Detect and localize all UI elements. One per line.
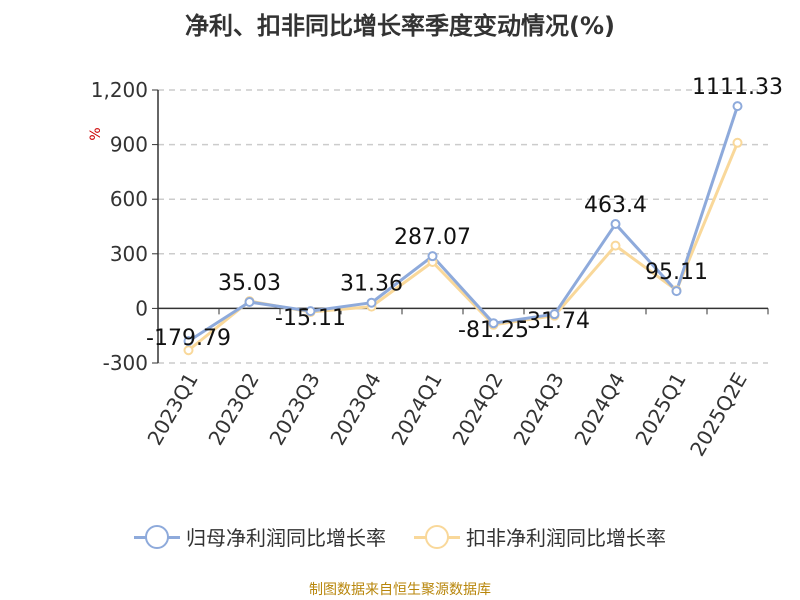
chart-title: 净利、扣非同比增长率季度变动情况(%) bbox=[185, 12, 615, 40]
legend-marker-deducted-profit bbox=[414, 524, 460, 550]
source-footer: 制图数据来自恒生聚源数据库 bbox=[309, 582, 491, 598]
legend-label-net-profit: 归母净利润同比增长率 bbox=[186, 526, 386, 550]
data-label: -15.11 bbox=[275, 306, 346, 331]
data-point-net-profit bbox=[488, 318, 499, 329]
x-tick-label: 2024Q1 bbox=[386, 369, 446, 450]
y-axis-unit: % bbox=[88, 127, 104, 140]
x-tick-label: 2023Q1 bbox=[142, 369, 202, 450]
data-label: -31.74 bbox=[519, 309, 590, 334]
y-tick-label: 900 bbox=[110, 133, 148, 157]
legend-item-net-profit[interactable]: 归母净利润同比增长率 bbox=[134, 522, 386, 551]
data-point-net-profit bbox=[183, 336, 194, 347]
data-point-net-profit bbox=[305, 306, 316, 317]
x-tick-label: 2024Q2 bbox=[447, 369, 507, 450]
x-tick-label: 2023Q3 bbox=[264, 369, 324, 450]
data-label: 35.03 bbox=[218, 271, 281, 296]
x-tick-label: 2023Q4 bbox=[325, 369, 385, 450]
data-label: 463.4 bbox=[584, 193, 647, 218]
x-tick-label: 2024Q3 bbox=[508, 369, 568, 450]
data-label: -179.79 bbox=[146, 326, 231, 351]
x-tick-label: 2023Q2 bbox=[203, 369, 263, 450]
data-point-net-profit bbox=[549, 309, 560, 320]
x-tick-label: 2025Q1 bbox=[630, 369, 690, 450]
x-tick-label: 2025Q2E bbox=[685, 369, 752, 461]
y-tick-label: 300 bbox=[110, 242, 148, 266]
data-point-net-profit bbox=[427, 251, 438, 262]
data-point-net-profit bbox=[366, 297, 377, 308]
data-point-deducted-profit bbox=[732, 137, 743, 148]
y-tick-label: 1,200 bbox=[91, 78, 148, 102]
series-line-net-profit bbox=[187, 105, 739, 343]
data-label: -81.25 bbox=[458, 318, 529, 343]
y-tick-label: 0 bbox=[135, 296, 148, 320]
legend-marker-net-profit bbox=[134, 524, 180, 550]
legend: 归母净利润同比增长率 扣非净利润同比增长率 bbox=[0, 522, 800, 551]
x-tick-label: 2024Q4 bbox=[569, 369, 629, 450]
legend-item-deducted-profit[interactable]: 扣非净利润同比增长率 bbox=[414, 522, 666, 551]
data-label: 31.36 bbox=[340, 272, 403, 297]
data-label: 95.11 bbox=[645, 260, 708, 285]
data-point-net-profit bbox=[244, 297, 255, 308]
y-tick-label: 600 bbox=[110, 187, 148, 211]
legend-label-deducted-profit: 扣非净利润同比增长率 bbox=[466, 526, 666, 550]
data-point-net-profit bbox=[732, 101, 743, 112]
data-point-deducted-profit bbox=[183, 345, 194, 356]
data-label: 1111.33 bbox=[692, 75, 783, 100]
data-point-net-profit bbox=[671, 286, 682, 297]
data-point-deducted-profit bbox=[610, 240, 621, 251]
y-tick-label: -300 bbox=[103, 351, 148, 375]
data-label: 287.07 bbox=[394, 225, 471, 250]
data-point-net-profit bbox=[610, 219, 621, 230]
